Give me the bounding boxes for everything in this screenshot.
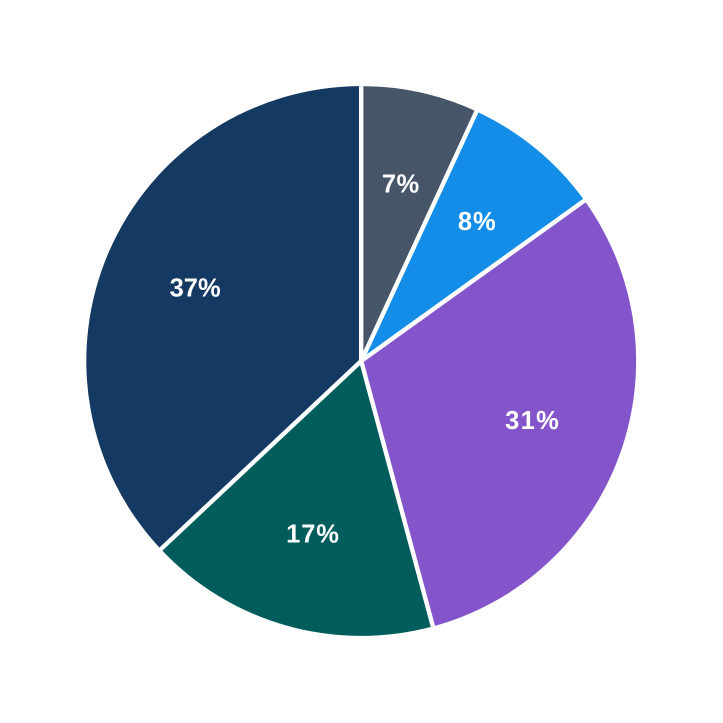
svg-text:17%: 17% bbox=[286, 520, 340, 548]
svg-text:31%: 31% bbox=[505, 407, 560, 435]
svg-text:37%: 37% bbox=[170, 275, 221, 303]
svg-text:7%: 7% bbox=[382, 171, 420, 199]
svg-text:8%: 8% bbox=[458, 208, 497, 236]
